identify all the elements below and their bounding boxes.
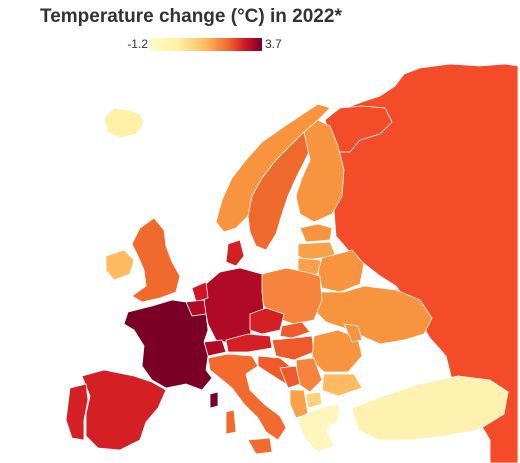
region-ireland[interactable] (105, 249, 135, 281)
region-belarus[interactable] (317, 249, 365, 293)
region-great-britain[interactable] (131, 217, 181, 303)
region-germany[interactable] (203, 267, 265, 345)
region-sweden[interactable] (247, 131, 313, 251)
region-moldova[interactable] (343, 323, 363, 343)
region-north-macedonia[interactable] (305, 391, 323, 409)
region-turkey[interactable] (351, 375, 509, 441)
legend-gradient-bar (150, 38, 262, 51)
region-portugal[interactable] (65, 383, 89, 441)
legend-min-label: -1.2 (127, 37, 148, 51)
color-legend: -1.2 3.7 (0, 36, 520, 54)
region-bosnia[interactable] (279, 365, 301, 389)
region-czechia[interactable] (249, 307, 285, 335)
legend-max-label: 3.7 (265, 37, 282, 51)
region-italy[interactable] (207, 353, 287, 441)
region-hungary[interactable] (271, 335, 315, 361)
region-austria[interactable] (225, 333, 273, 353)
region-netherlands[interactable] (191, 281, 209, 303)
region-russia-north[interactable] (324, 105, 393, 153)
region-spain[interactable] (81, 369, 167, 451)
region-estonia[interactable] (299, 223, 333, 243)
region-greece[interactable] (297, 403, 341, 453)
map-title: Temperature change (°C) in 2022* (40, 6, 342, 27)
region-montenegro-albania[interactable] (289, 389, 309, 419)
region-finland[interactable] (295, 119, 345, 223)
region-ukraine[interactable] (313, 285, 433, 345)
region-latvia[interactable] (297, 241, 337, 261)
region-corsica[interactable] (209, 391, 219, 409)
region-denmark[interactable] (225, 239, 245, 267)
region-sardinia[interactable] (225, 409, 237, 435)
region-slovakia[interactable] (279, 321, 311, 339)
region-sicily[interactable] (247, 437, 273, 455)
region-bulgaria[interactable] (321, 373, 363, 397)
region-iceland[interactable] (103, 107, 145, 139)
region-france[interactable] (123, 299, 213, 391)
